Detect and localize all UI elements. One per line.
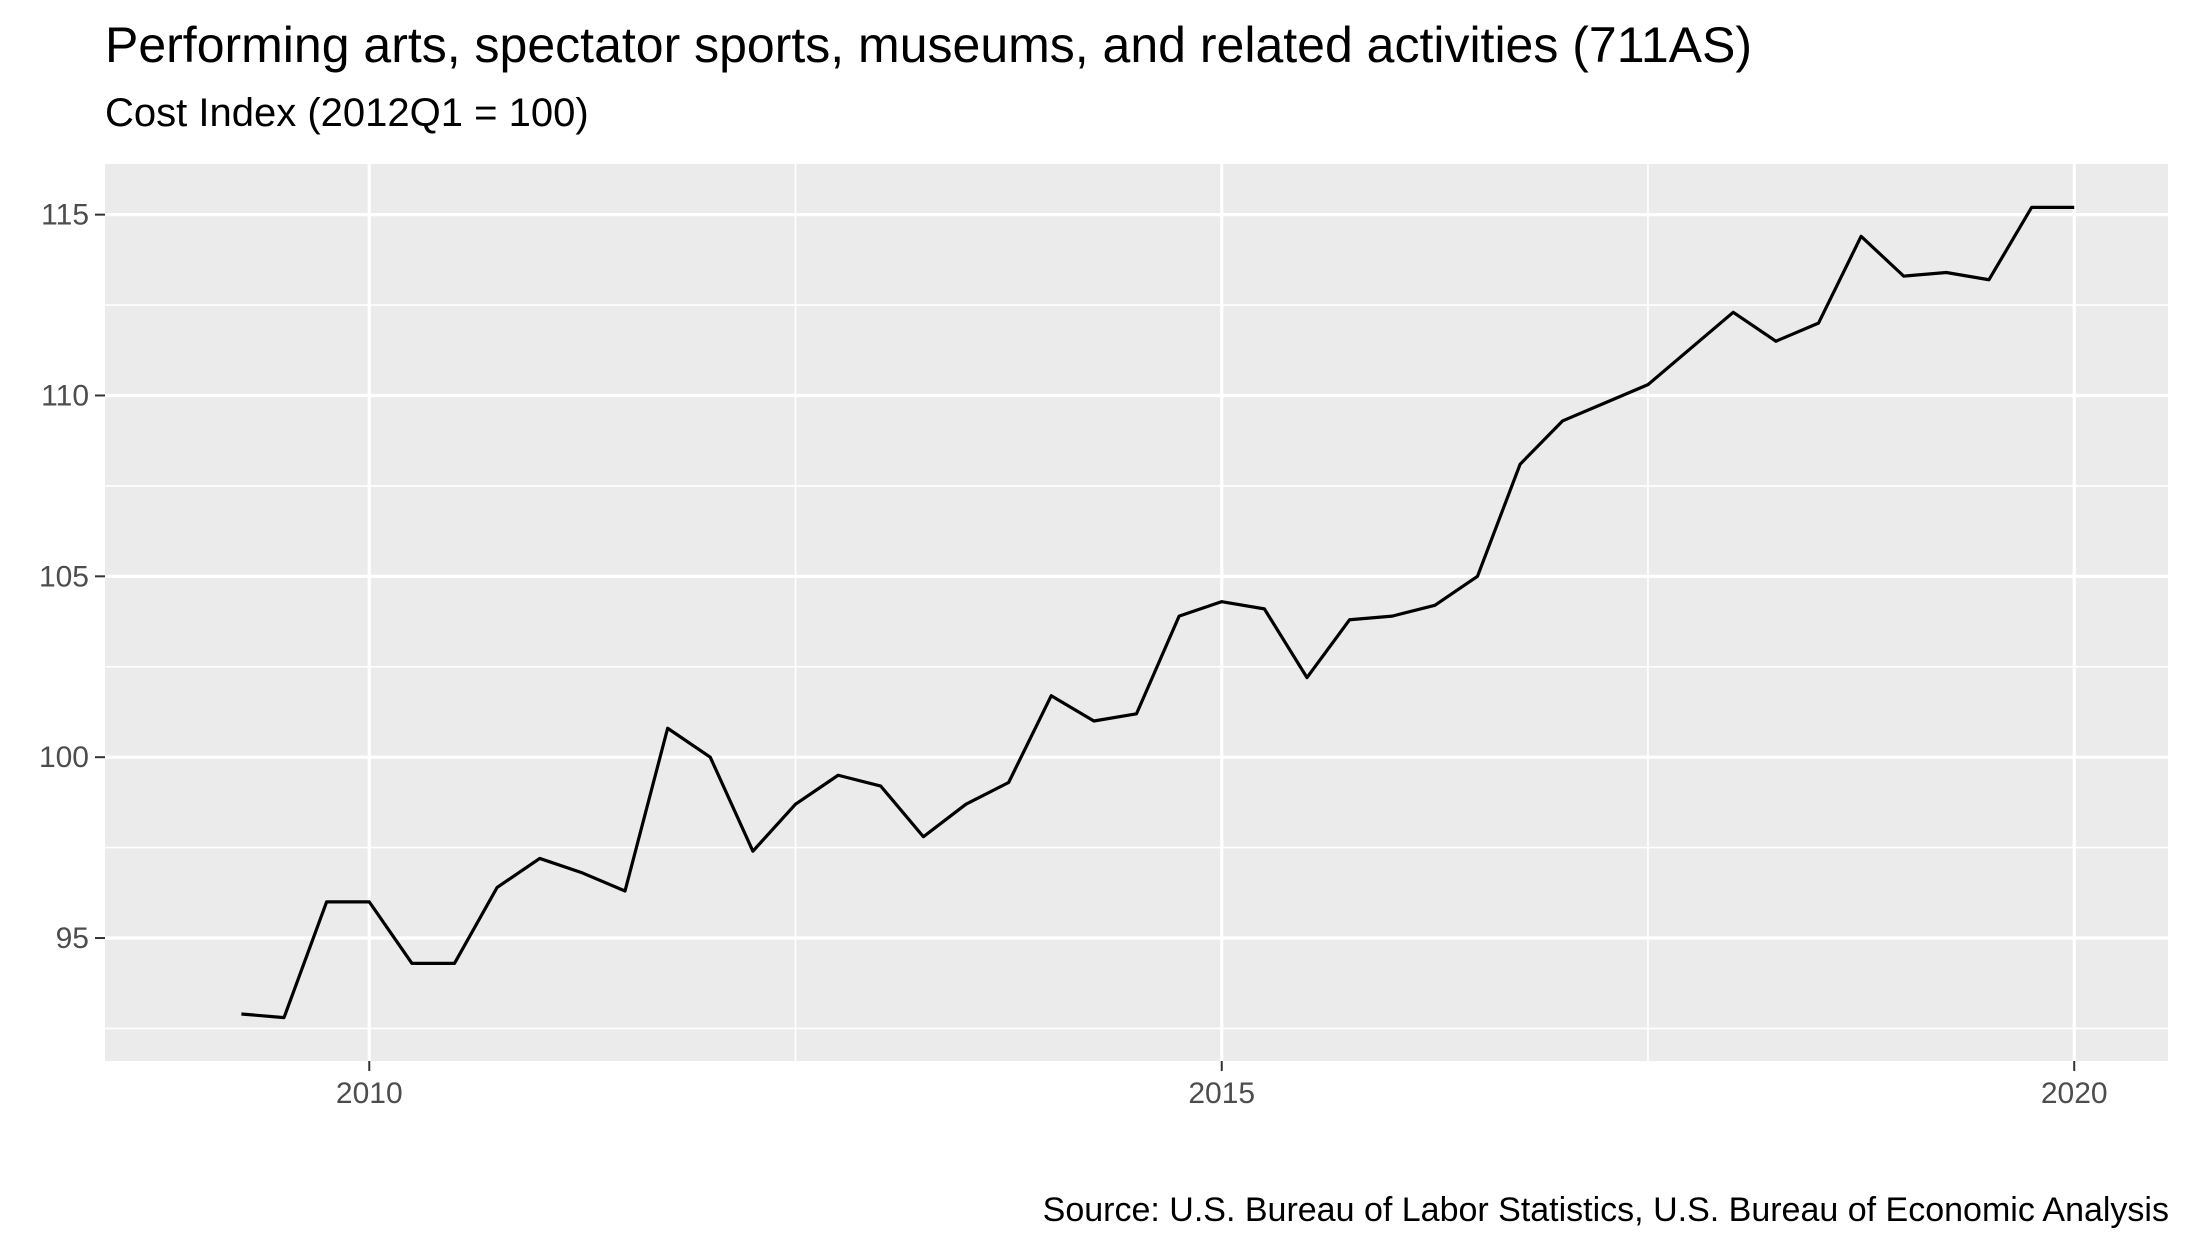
series-line-0 [241, 205, 2075, 1020]
y-axis: 95 100 105 110 115 [39, 199, 105, 955]
minor-grid [105, 164, 2168, 1061]
x-axis: 2010 2015 2020 [336, 1061, 2108, 1110]
y-tick-label: 105 [39, 560, 89, 593]
plot-panel [105, 164, 2168, 1061]
y-tick-label: 110 [41, 379, 89, 412]
x-tick-label: 2015 [1188, 1077, 1255, 1110]
chart-caption: Source: U.S. Bureau of Labor Statistics,… [1042, 1191, 2169, 1229]
y-tick-label: 95 [56, 922, 89, 955]
y-tick-label: 100 [39, 741, 89, 774]
chart-title: Performing arts, spectator sports, museu… [105, 17, 1752, 73]
chart-subtitle: Cost Index (2012Q1 = 100) [105, 91, 589, 135]
x-tick-label: 2020 [2041, 1077, 2108, 1110]
major-grid [105, 164, 2168, 1061]
x-tick-label: 2010 [336, 1077, 403, 1110]
y-tick-label: 115 [41, 199, 89, 232]
series-layer [241, 205, 2075, 1020]
